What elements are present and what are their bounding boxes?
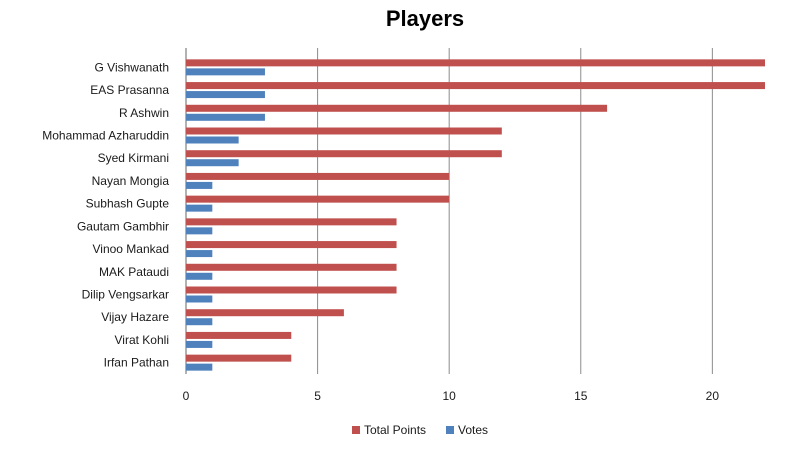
category-label: EAS Prasanna xyxy=(90,83,169,97)
bar-votes xyxy=(186,204,213,212)
category-label: Vinoo Mankad xyxy=(93,242,170,256)
bar-votes xyxy=(186,227,213,235)
bar-total-points xyxy=(186,104,608,112)
x-tick-label: 20 xyxy=(706,389,720,403)
x-tick-label: 15 xyxy=(574,389,588,403)
bar-total-points xyxy=(186,241,397,249)
bar-total-points xyxy=(186,309,344,317)
category-labels: G Vishwanath EAS Prasanna R Ashwin Mohammad… xyxy=(42,60,169,369)
bar-total-points xyxy=(186,195,450,203)
bar-total-points xyxy=(186,263,397,271)
bar-votes xyxy=(186,295,213,303)
bar-total-points xyxy=(186,286,397,294)
legend: Total Points Votes xyxy=(352,423,488,437)
bar-votes xyxy=(186,136,239,144)
bar-votes xyxy=(186,68,265,76)
category-label: MAK Pataudi xyxy=(99,265,169,279)
category-label: R Ashwin xyxy=(119,106,169,120)
chart-title: Players xyxy=(386,6,464,31)
category-label: Mohammad Azharuddin xyxy=(42,129,169,143)
bars xyxy=(186,59,765,371)
bar-total-points xyxy=(186,82,765,90)
bar-votes xyxy=(186,91,265,99)
bar-total-points xyxy=(186,150,502,158)
category-label: Virat Kohli xyxy=(115,333,169,347)
category-label: Dilip Vengsarkar xyxy=(82,288,169,302)
category-label: Nayan Mongia xyxy=(92,174,170,188)
bar-votes xyxy=(186,340,213,348)
x-axis-ticks: 0 5 10 15 20 xyxy=(183,389,720,403)
x-tick-label: 10 xyxy=(443,389,457,403)
bar-total-points xyxy=(186,127,502,135)
bar-total-points xyxy=(186,59,765,67)
legend-label-votes: Votes xyxy=(458,423,488,437)
bar-total-points xyxy=(186,354,292,362)
category-label: G Vishwanath xyxy=(95,60,170,74)
category-label: Vijay Hazare xyxy=(101,310,169,324)
bar-votes xyxy=(186,318,213,326)
category-label: Subhash Gupte xyxy=(86,197,170,211)
x-tick-label: 0 xyxy=(183,389,190,403)
legend-label-total-points: Total Points xyxy=(364,423,426,437)
x-tick-label: 5 xyxy=(314,389,321,403)
gridlines xyxy=(185,48,713,374)
category-label: Irfan Pathan xyxy=(104,356,169,370)
category-label: Syed Kirmani xyxy=(98,151,169,165)
bar-total-points xyxy=(186,218,397,226)
bar-votes xyxy=(186,272,213,280)
bar-votes xyxy=(186,181,213,189)
bar-total-points xyxy=(186,331,292,339)
category-label: Gautam Gambhir xyxy=(77,219,169,233)
legend-swatch-votes xyxy=(446,426,454,434)
bar-votes xyxy=(186,113,265,121)
bar-votes xyxy=(186,159,239,167)
bar-votes xyxy=(186,363,213,371)
legend-swatch-total-points xyxy=(352,426,360,434)
bar-total-points xyxy=(186,172,450,180)
bar-votes xyxy=(186,250,213,258)
